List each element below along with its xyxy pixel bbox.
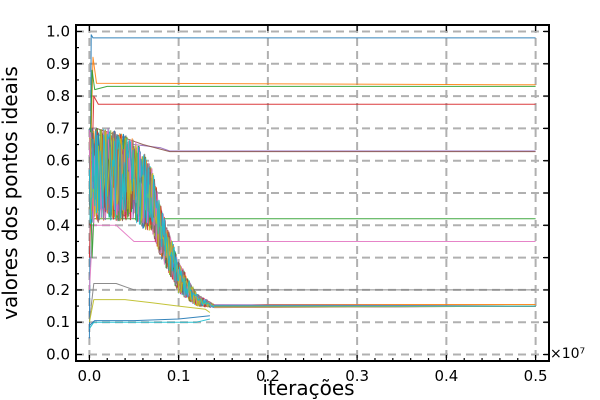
- x-tick-label: 0.0: [77, 367, 101, 385]
- series-line: [88, 56, 536, 210]
- x-tick-label: 0.4: [434, 367, 458, 385]
- y-tick-label: 1.0: [46, 22, 70, 40]
- y-tick-label: 0.8: [46, 87, 70, 105]
- series-line: [88, 299, 211, 323]
- x-tick-label: 0.5: [524, 367, 548, 385]
- x-tick-label: 0.3: [345, 367, 369, 385]
- y-tick-label: 0.2: [46, 281, 70, 299]
- y-tick-label: 0.5: [46, 184, 70, 202]
- y-tick-label: 0.4: [46, 216, 70, 234]
- series-line: [88, 318, 211, 329]
- series-line: [88, 69, 536, 194]
- series-line: [88, 283, 536, 323]
- y-tick-label: 0.7: [46, 119, 70, 137]
- y-axis-title: valores dos pontos ideais: [0, 66, 22, 320]
- x-tick-label: 0.1: [167, 367, 191, 385]
- x-axis: 0.0 0.1 0.2 0.3 0.4 0.5: [77, 25, 548, 385]
- y-tick-label: 0.1: [46, 313, 70, 331]
- series-line: [89, 315, 210, 326]
- y-tick-label: 0.3: [46, 249, 70, 267]
- y-tick-label: 0.6: [46, 152, 70, 170]
- y-axis: 0.0 0.1 0.2 0.3 0.4 0.5 0.6 0.7 0.8 0.9 1.0: [46, 22, 549, 364]
- series-group: [88, 34, 536, 339]
- noisy-series-line: [88, 130, 536, 308]
- x-tick-label: 0.2: [256, 367, 280, 385]
- x-offset-label: ×10⁷: [550, 346, 585, 362]
- y-tick-label: 0.9: [46, 55, 70, 73]
- y-tick-label: 0.0: [46, 346, 70, 364]
- x-axis-title: iterações: [262, 376, 354, 400]
- series-line: [88, 34, 536, 339]
